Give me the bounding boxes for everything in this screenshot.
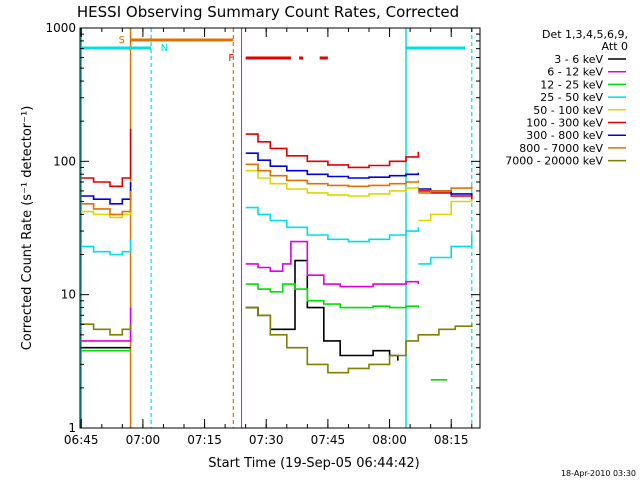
legend-label: 300 - 800 keV [526, 129, 603, 142]
series-line-3-seg-2 [418, 235, 473, 265]
footer-timestamp: 18-Apr-2010 03:30 [561, 469, 636, 478]
x-tick-label: 07:00 [126, 433, 161, 447]
series-line-4-seg-1 [245, 169, 420, 197]
series-line-5-seg-1 [245, 133, 420, 169]
series-line-7-seg-0 [81, 190, 132, 216]
series-line-5-seg-0 [81, 128, 132, 188]
series-line-6-seg-0 [81, 182, 132, 205]
series-line-1-seg-1 [245, 240, 420, 288]
x-tick-label: 08:00 [372, 433, 407, 447]
series-line-4-seg-2 [418, 192, 473, 222]
x-axis-label: Start Time (19-Sep-05 06:44:42) [208, 456, 419, 471]
series-layer [81, 128, 473, 381]
saa-flag-label: S [119, 35, 125, 46]
legend-label: 7000 - 20000 keV [505, 155, 603, 168]
x-tick-label: 07:30 [249, 433, 284, 447]
flare-flag-label: F [228, 53, 234, 64]
x-tick-label: 06:45 [64, 433, 99, 447]
series-line-3-seg-0 [81, 239, 132, 256]
x-tick-label: 07:15 [187, 433, 222, 447]
legend-header-attenuator: Att 0 [602, 40, 628, 53]
y-tick-label: 1000 [45, 21, 76, 35]
x-tick-label: 07:45 [311, 433, 346, 447]
legend-header-detectors: Det 1,3,4,5,6,9, [542, 28, 628, 41]
series-line-3-seg-1 [245, 206, 420, 243]
series-line-8-seg-1 [245, 306, 473, 374]
legend-label: 3 - 6 keV [554, 53, 603, 66]
series-line-7-seg-2 [418, 186, 473, 194]
legend-label: 100 - 300 keV [526, 117, 603, 130]
y-tick-label: 10 [61, 288, 76, 302]
legend-label: 12 - 25 keV [540, 78, 603, 91]
interval-shading [80, 28, 473, 428]
y-tick-label: 1 [68, 421, 76, 435]
flags-layer: S N F [80, 35, 465, 64]
legend-label: 25 - 50 keV [540, 91, 603, 104]
series-line-4-seg-0 [81, 201, 132, 219]
axis-layer: 1 10 100 1000 06:45 07:00 07:15 07:30 07:45 08:00… [45, 21, 481, 447]
legend-label: 50 - 100 keV [533, 104, 603, 117]
series-line-6-seg-1 [245, 152, 420, 179]
legend-label: 800 - 7000 keV [519, 142, 603, 155]
y-axis-label: Corrected Count Rate (s⁻¹ detector⁻¹) [20, 106, 35, 351]
series-line-8-seg-0 [81, 323, 132, 336]
chart-title: HESSI Observing Summary Count Rates, Cor… [77, 3, 459, 21]
plot-frame [79, 27, 481, 429]
x-tick-label: 08:15 [434, 433, 469, 447]
series-line-7-seg-1 [245, 163, 420, 188]
series-line-2-seg-1 [245, 283, 420, 309]
legend-label: 6 - 12 keV [547, 66, 603, 79]
y-tick-label: 100 [53, 154, 76, 168]
night-flag-label: N [161, 43, 168, 54]
